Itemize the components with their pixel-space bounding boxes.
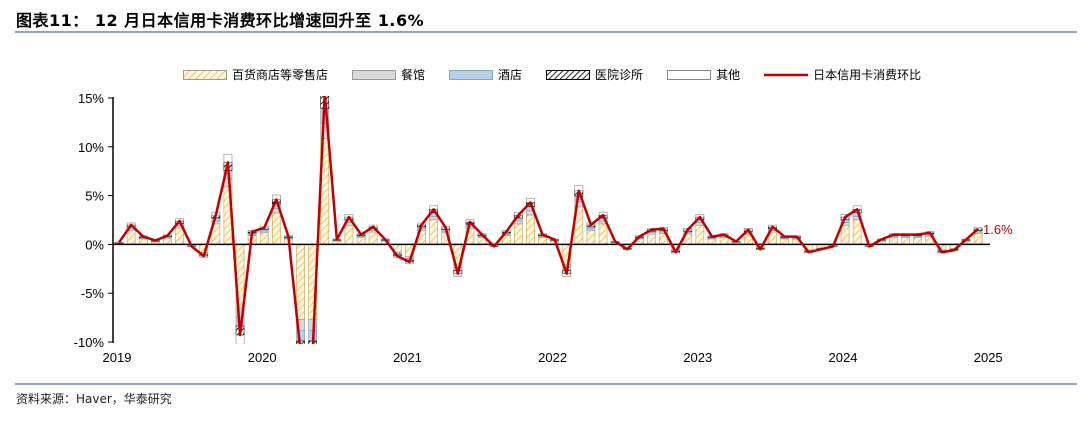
source-divider xyxy=(15,383,1077,385)
bar-retail xyxy=(271,212,281,245)
legend-item-medical: 医院诊所 xyxy=(546,66,643,83)
bar-retail xyxy=(913,237,922,245)
bar-retail xyxy=(126,230,136,245)
y-tick-label: -5% xyxy=(81,286,105,301)
bar-retail xyxy=(707,238,717,245)
line-swatch xyxy=(764,73,809,76)
bar-retail xyxy=(296,244,305,320)
y-tick-label: 10% xyxy=(78,140,104,155)
bar-retail xyxy=(719,237,729,245)
restaurant-swatch xyxy=(352,69,397,80)
bar-other xyxy=(309,352,317,363)
legend-item-restaurant: 餐馆 xyxy=(352,66,425,83)
y-tick-label: 5% xyxy=(85,189,104,204)
bar-retail xyxy=(368,231,378,245)
bar-retail xyxy=(852,219,862,245)
title-divider xyxy=(15,31,1077,33)
y-tick-label: 0% xyxy=(85,237,104,252)
legend-item-total-line: 日本信用卡消费环比 xyxy=(764,66,921,83)
legend-label: 其他 xyxy=(716,68,741,82)
bar-other xyxy=(235,334,245,344)
bar-retail xyxy=(647,233,656,245)
bar-retail xyxy=(538,237,547,245)
bar-retail xyxy=(175,227,184,245)
bar-retail xyxy=(695,224,705,245)
legend: 百货商店等零售店 餐馆 酒店 医院诊所 其他 日本信用卡消费环比 xyxy=(183,66,921,83)
other-swatch xyxy=(667,69,712,80)
legend-label: 日本信用卡消费环比 xyxy=(813,68,922,82)
bar-retail xyxy=(163,237,172,245)
bar-retail xyxy=(586,230,596,245)
bar-other xyxy=(297,352,305,363)
bar-retail xyxy=(429,219,439,245)
bar-retail xyxy=(840,224,850,245)
x-tick-label: 2020 xyxy=(248,350,277,365)
legend-label: 医院诊所 xyxy=(595,68,644,82)
legend-label: 酒店 xyxy=(498,68,523,82)
bar-retail xyxy=(780,238,789,245)
bar-retail xyxy=(513,223,523,245)
bar-other xyxy=(321,78,329,93)
total-line-series xyxy=(118,96,979,344)
chart-title: 图表11： 12 月日本信用卡消费环比增速回升至 1.6% xyxy=(16,11,425,30)
x-tick-label: 2021 xyxy=(393,350,422,365)
legend-item-hotel: 酒店 xyxy=(449,66,522,83)
y-tick-label: 15% xyxy=(78,91,104,106)
bar-retail xyxy=(973,233,983,245)
bar-restaurant xyxy=(513,220,523,225)
last-value-annotation: 1.6% xyxy=(983,222,1013,237)
bar-retail xyxy=(344,224,354,245)
bar-retail xyxy=(598,223,608,245)
x-tick-label: 2024 xyxy=(829,350,858,365)
y-tick-label: -10% xyxy=(74,335,105,350)
legend-item-retail: 百货商店等零售店 xyxy=(183,66,328,83)
legend-item-other: 其他 xyxy=(667,66,740,83)
x-tick-label: 2019 xyxy=(103,350,132,365)
bar-retail xyxy=(259,232,269,245)
legend-label: 餐馆 xyxy=(401,68,426,82)
bar-retail xyxy=(138,238,148,245)
bar-retail xyxy=(356,237,366,245)
x-tick-label: 2025 xyxy=(974,350,1003,365)
hotel-swatch xyxy=(449,69,494,80)
bar-retail xyxy=(526,214,535,245)
legend-label: 百货商店等零售店 xyxy=(232,68,329,82)
bar-retail xyxy=(889,237,898,245)
medical-swatch xyxy=(546,69,591,80)
x-tick-label: 2023 xyxy=(683,350,712,365)
retail-swatch xyxy=(183,69,227,80)
bar-retail xyxy=(901,237,910,245)
bar-other xyxy=(973,226,983,230)
x-tick-label: 2022 xyxy=(538,350,567,365)
source-note: 资料来源：Haver，华泰研究 xyxy=(16,392,172,406)
bar-restaurant xyxy=(429,215,439,221)
